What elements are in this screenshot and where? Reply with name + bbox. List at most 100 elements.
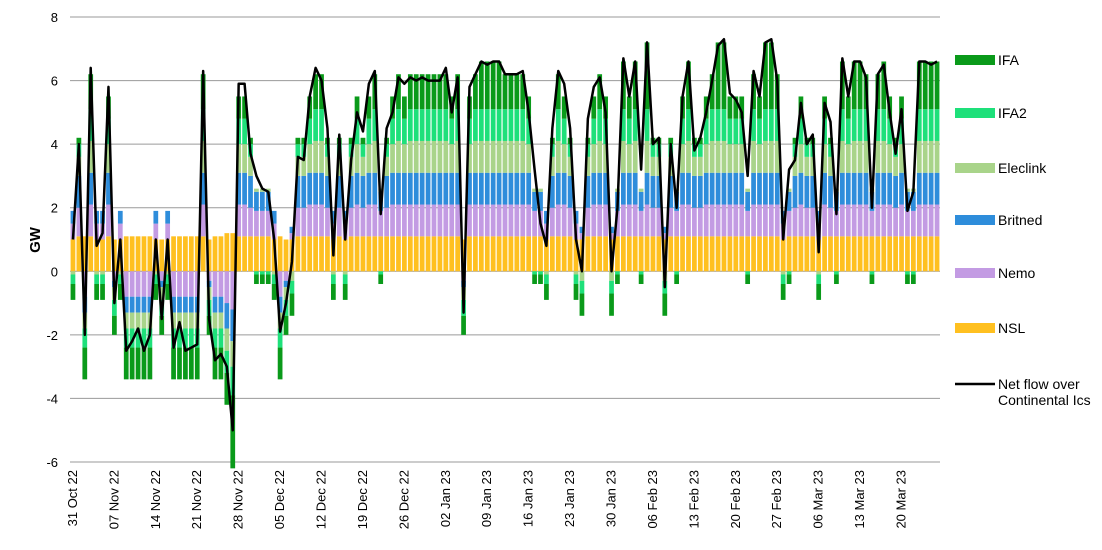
x-tick-label: 26 Dec 22 — [396, 470, 411, 529]
bar-segment — [496, 236, 502, 272]
bar-segment — [212, 296, 218, 313]
bar-segment — [603, 144, 608, 173]
bar-segment — [129, 328, 135, 348]
bar-segment — [419, 74, 425, 110]
bar-segment — [307, 236, 313, 272]
bar-segment — [549, 207, 555, 237]
x-tick-label: 02 Jan 23 — [438, 470, 453, 527]
bar-segment — [591, 118, 597, 145]
bar-segment — [348, 175, 354, 208]
bar-segment — [680, 204, 685, 237]
bar-segment — [218, 312, 224, 329]
bar-segment — [555, 204, 561, 237]
bar-segment — [490, 236, 496, 272]
x-tick-label: 06 Mar 23 — [811, 470, 826, 529]
bar-segment — [100, 284, 105, 300]
bar-segment — [147, 236, 153, 272]
bar-segment — [845, 236, 851, 272]
bar-segment — [177, 296, 182, 313]
bar-segment — [721, 172, 727, 205]
bar-segment — [177, 271, 182, 297]
bar-segment — [106, 236, 111, 272]
bar-segment — [822, 236, 827, 272]
bar-segment — [561, 236, 567, 272]
bar-segment — [804, 175, 810, 208]
bar-segment — [212, 328, 218, 348]
bar-segment — [544, 284, 549, 300]
bar-segment — [295, 137, 301, 145]
bar-segment — [135, 296, 141, 313]
bar-segment — [183, 347, 188, 380]
bar-segment — [301, 207, 307, 237]
bar-segment — [230, 271, 236, 310]
bar-segment — [692, 207, 697, 237]
bar-segment — [899, 96, 904, 119]
bar-segment — [763, 109, 768, 141]
bar-segment — [265, 274, 271, 284]
bar-segment — [709, 172, 715, 205]
bar-segment — [259, 210, 265, 237]
bar-segment — [774, 140, 780, 173]
bar-segment — [200, 204, 206, 237]
bar-segment — [763, 204, 768, 237]
bar-segment — [745, 271, 751, 275]
bar-segment — [449, 172, 455, 205]
bar-segment — [283, 315, 289, 335]
bar-segment — [757, 118, 762, 145]
bar-segment — [431, 204, 437, 237]
bar-segment — [899, 236, 904, 272]
bar-segment — [869, 210, 875, 237]
bar-segment — [384, 207, 389, 237]
bar-segment — [117, 271, 123, 275]
bar-segment — [757, 144, 762, 173]
bar-segment — [621, 109, 626, 141]
y-tick-label: 0 — [51, 264, 58, 279]
bar-segment — [407, 140, 413, 173]
bar-segment — [319, 109, 324, 141]
bar-segment — [739, 172, 745, 205]
bar-segment — [360, 207, 366, 237]
bar-segment — [514, 140, 520, 173]
bar-segment — [662, 226, 668, 234]
bar-segment — [733, 236, 739, 272]
bar-segment — [88, 172, 94, 205]
bar-segment — [106, 144, 111, 173]
bar-segment — [692, 175, 697, 208]
bar-segment — [70, 239, 76, 272]
bar-segment — [135, 328, 141, 348]
bar-segment — [248, 207, 253, 237]
bar-segment — [366, 144, 372, 173]
bar-segment — [135, 347, 141, 380]
bar-segment — [839, 109, 845, 141]
bar-segment — [922, 109, 928, 141]
bar-segment — [863, 236, 869, 272]
bar-segment — [443, 236, 449, 272]
bar-segment — [697, 175, 703, 208]
legend-label: Britned — [998, 212, 1043, 228]
bar-segment — [786, 191, 792, 211]
x-tick-label: 30 Jan 23 — [604, 470, 619, 527]
bar-segment — [839, 204, 845, 237]
bar-segment — [786, 188, 792, 192]
bar-segment — [573, 284, 579, 300]
bar-segment — [934, 204, 940, 237]
bar-segment — [372, 172, 378, 205]
bar-segment — [224, 328, 230, 351]
bar-segment — [277, 296, 283, 313]
bar-segment — [839, 172, 845, 205]
bar-segment — [905, 274, 910, 284]
bar-segment — [881, 109, 887, 141]
bar-segment — [905, 236, 910, 272]
y-tick-label: 2 — [51, 201, 58, 216]
bar-segment — [147, 296, 153, 313]
bar-segment — [703, 144, 709, 173]
bar-segment — [437, 172, 443, 205]
bar-segment — [248, 236, 253, 272]
bar-segment — [354, 236, 360, 272]
bar-segment — [668, 207, 674, 237]
bar-segment — [467, 236, 472, 272]
bar-segment — [88, 236, 94, 272]
bar-segment — [218, 236, 224, 272]
bar-segment — [319, 204, 324, 237]
bar-segment — [786, 210, 792, 237]
